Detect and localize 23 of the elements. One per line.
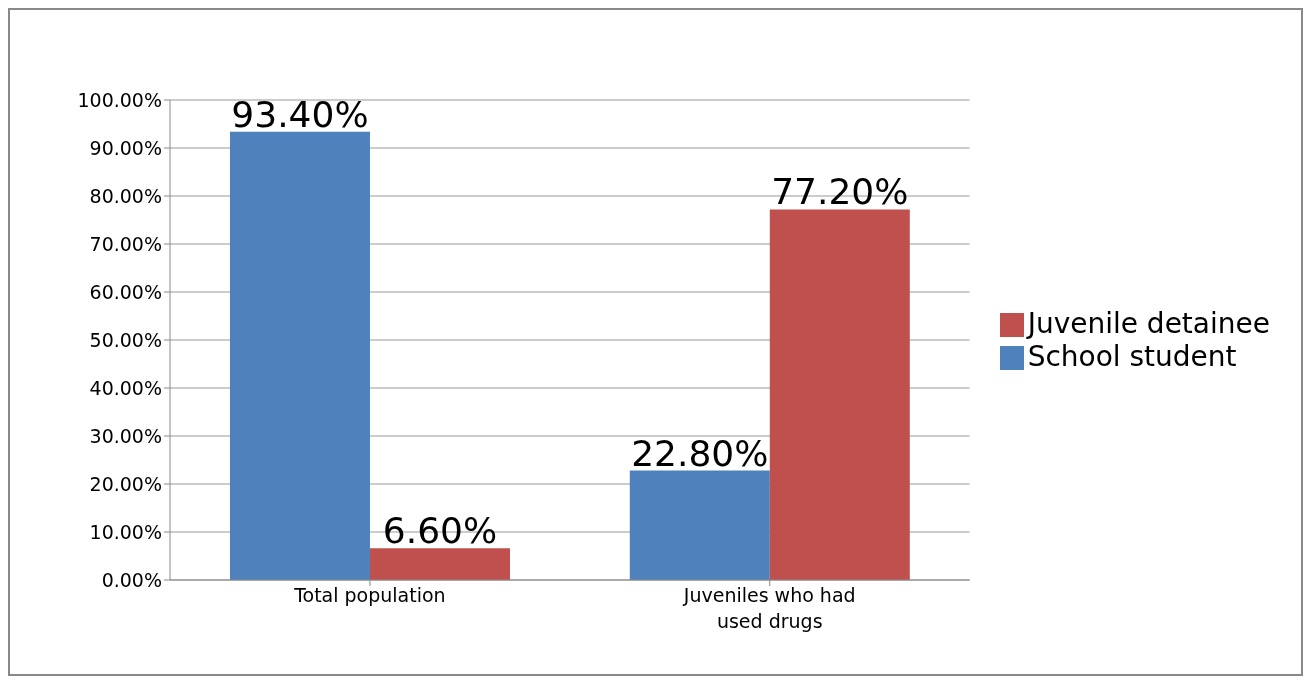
data-label: 77.20% <box>771 171 909 213</box>
y-tick-label: 70.00% <box>89 232 162 255</box>
legend-label: School student <box>1027 340 1237 373</box>
y-tick-label: 0.00% <box>101 568 162 591</box>
x-tick-label: Total population <box>293 584 446 606</box>
legend-label: Juvenile detainee <box>1027 307 1270 340</box>
y-tick-label: 90.00% <box>89 136 162 159</box>
y-tick-label: 20.00% <box>89 472 162 495</box>
data-label: 6.60% <box>382 510 498 552</box>
y-tick-label: 50.00% <box>89 328 162 351</box>
bar <box>229 131 370 580</box>
y-tick-label: 40.00% <box>89 376 162 399</box>
bar <box>769 209 910 580</box>
x-tick-label: Juveniles who had used drugs <box>682 584 856 632</box>
y-tick-label: 30.00% <box>89 424 162 447</box>
bar <box>629 470 770 580</box>
data-label: 93.40% <box>231 93 369 135</box>
data-label: 22.80% <box>631 432 769 474</box>
y-tick-label: 100.00% <box>77 88 162 111</box>
y-tick-label: 80.00% <box>89 184 162 207</box>
bar <box>369 548 510 580</box>
y-tick-label: 60.00% <box>89 280 162 303</box>
y-tick-label: 10.00% <box>89 520 162 543</box>
